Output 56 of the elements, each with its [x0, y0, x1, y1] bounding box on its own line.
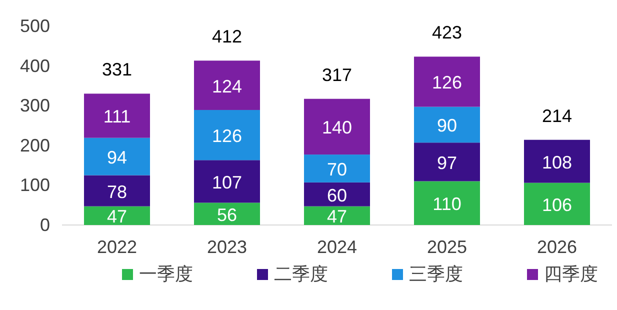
- data-label: 126: [432, 72, 462, 93]
- x-tick-label: 2022: [96, 237, 138, 257]
- data-label: 60: [326, 185, 348, 206]
- x-tick-label: 2024: [316, 237, 358, 257]
- data-label: 56: [216, 204, 238, 225]
- bar: [194, 160, 260, 203]
- y-tick-label: 0: [40, 215, 50, 235]
- y-tick-label: 100: [20, 175, 50, 196]
- total-label: 331: [102, 60, 132, 80]
- data-label: 106: [542, 194, 572, 215]
- data-label: 78: [106, 182, 128, 202]
- x-tick-label: 2026: [536, 237, 578, 257]
- data-label: 111: [103, 106, 131, 127]
- bar: [84, 94, 150, 138]
- legend-label: 一季度: [139, 264, 193, 284]
- bar: [84, 206, 150, 225]
- bar: [524, 140, 590, 183]
- data-label: 126: [212, 126, 242, 146]
- bar: [304, 154, 370, 182]
- total-label: 317: [322, 64, 352, 85]
- bar: [304, 206, 370, 225]
- bar: [414, 106, 480, 143]
- total-label: 423: [432, 22, 462, 43]
- legend-label: 四季度: [544, 264, 598, 284]
- data-label: 97: [436, 152, 458, 173]
- bar: [304, 182, 370, 206]
- y-tick-label: 500: [20, 16, 50, 36]
- y-tick-label: 200: [20, 135, 50, 156]
- bar: [194, 60, 260, 110]
- data-label: 94: [106, 148, 128, 168]
- data-label: 47: [106, 206, 128, 227]
- bar: [194, 110, 260, 160]
- bar: [414, 56, 480, 107]
- y-tick-label: 300: [20, 96, 50, 116]
- data-label: 110: [432, 194, 462, 214]
- bar: [194, 202, 260, 225]
- data-label: 140: [322, 118, 352, 138]
- bar: [304, 98, 370, 155]
- data-label: 124: [212, 76, 242, 96]
- y-tick-label: 400: [20, 56, 50, 76]
- bar: [414, 181, 480, 225]
- total-label: 412: [212, 26, 242, 47]
- data-label: 90: [436, 116, 458, 136]
- total-label: 214: [542, 106, 572, 126]
- bar: [524, 182, 590, 225]
- data-label: 47: [326, 206, 348, 227]
- legend-label: 二季度: [274, 264, 328, 284]
- x-tick-label: 2025: [426, 237, 468, 257]
- bar: [414, 142, 480, 182]
- bar: [84, 138, 150, 176]
- bar: [84, 175, 150, 206]
- data-label: 108: [542, 152, 572, 172]
- legend-label: 三季度: [409, 264, 463, 284]
- data-label: 107: [212, 172, 242, 192]
- x-tick-label: 2023: [206, 237, 248, 257]
- data-label: 70: [326, 159, 348, 180]
